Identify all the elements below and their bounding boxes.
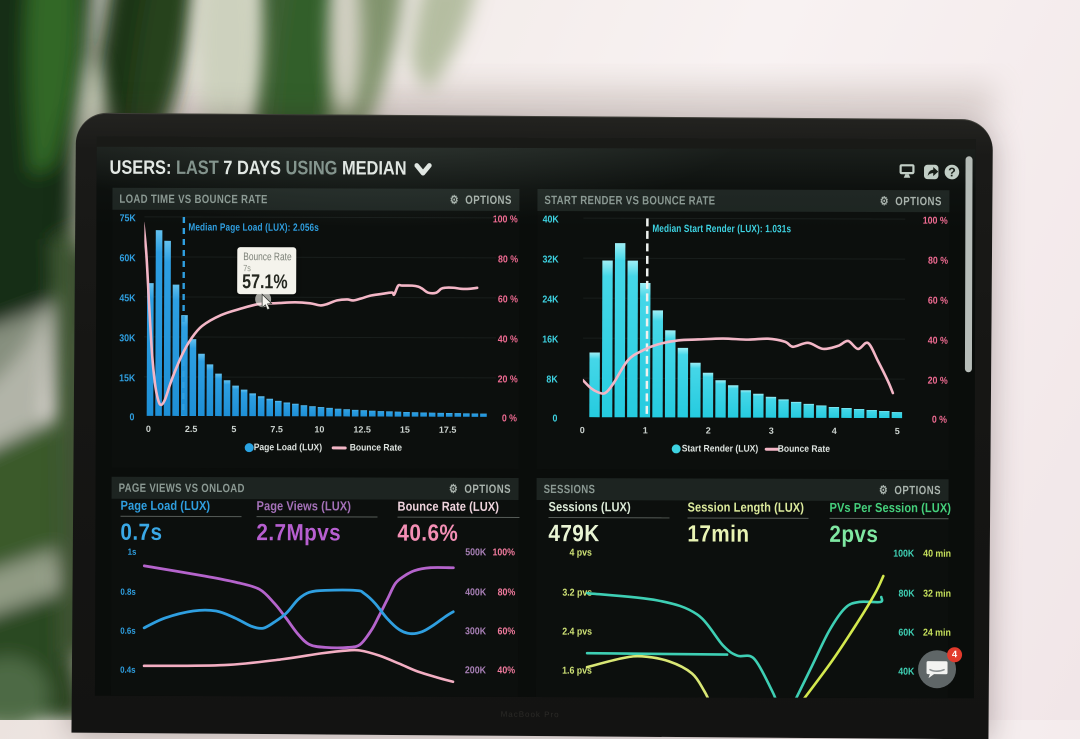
svg-text:Median Start Render (LUX): 1.0: Median Start Render (LUX): 1.031s: [652, 222, 791, 235]
svg-text:Median Page Load (LUX): 2.056s: Median Page Load (LUX): 2.056s: [188, 220, 319, 233]
svg-text:?: ?: [948, 165, 956, 179]
